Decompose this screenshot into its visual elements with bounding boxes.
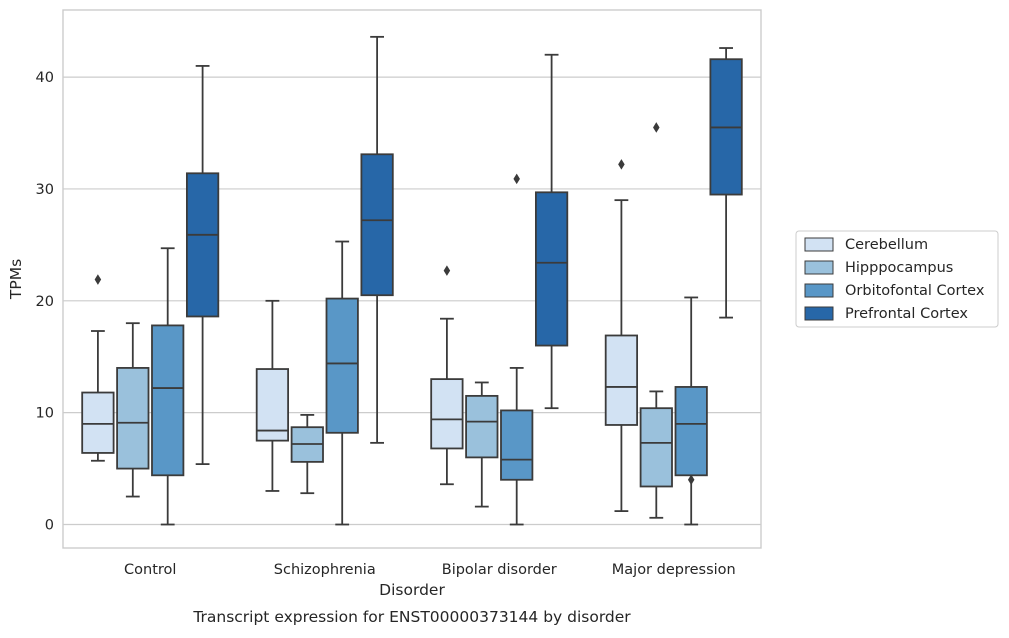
box-body [674, 386, 708, 477]
x-tick-labels: Control Schizophrenia Bipolar disorder Majo… [124, 562, 736, 578]
x-axis-label: Disorder [379, 581, 445, 599]
x-tick-label: Schizophrenia [274, 562, 376, 578]
legend: Cerebellum Hipppocampus Orbitofontal Corte… [795, 230, 999, 328]
box-cerebellum [430, 265, 464, 486]
box-body [151, 324, 185, 477]
outlier-point [618, 159, 625, 170]
x-tick-label: Control [124, 562, 176, 578]
outlier-point [443, 265, 451, 276]
y-tick-labels: 0 10 20 30 40 [36, 70, 54, 533]
legend-label: Cerebellum [845, 237, 928, 253]
box-orbitofontal-cortex [325, 240, 359, 526]
box-body [81, 391, 115, 454]
box-hipppocampus [465, 381, 499, 508]
box-hipppocampus [116, 322, 150, 498]
y-tick-label: 30 [36, 182, 54, 198]
box-body [604, 334, 639, 426]
box-orbitofontal-cortex [500, 173, 534, 526]
box-body [430, 378, 464, 450]
box-body [116, 367, 150, 470]
box-body [534, 191, 569, 347]
box-body [255, 368, 290, 442]
y-axis-label: TPMs [7, 259, 25, 300]
box-body [465, 394, 499, 459]
box-cerebellum [255, 299, 290, 492]
box-hipppocampus [290, 413, 324, 495]
box-prefrontal-cortex [534, 53, 569, 410]
y-tick-label: 10 [36, 406, 54, 422]
box-prefrontal-cortex [185, 65, 220, 466]
outlier-point [653, 122, 660, 133]
outlier-point [687, 474, 695, 486]
outlier-point [513, 173, 520, 185]
box-prefrontal-cortex [709, 47, 743, 319]
legend-label: Orbitofontal Cortex [845, 283, 985, 299]
box-orbitofontal-cortex [151, 247, 185, 526]
box-body [325, 297, 359, 434]
box-layer [81, 35, 743, 526]
y-tick-label: 20 [36, 294, 54, 310]
box-body [360, 153, 394, 297]
x-tick-label: Bipolar disorder [442, 562, 557, 578]
box-body [500, 409, 534, 481]
legend-label: Hipppocampus [845, 260, 953, 276]
chart-caption: Transcript expression for ENST0000037314… [192, 608, 631, 626]
y-tick-label: 0 [45, 518, 54, 534]
box-hipppocampus [639, 122, 673, 519]
x-tick-label: Major depression [612, 562, 736, 578]
legend-swatch [804, 306, 834, 321]
outlier-point [94, 274, 102, 285]
box-body [639, 407, 673, 488]
y-tick-label: 40 [36, 70, 54, 86]
legend-label: Prefrontal Cortex [845, 306, 968, 322]
legend-swatch [804, 237, 834, 252]
box-orbitofontal-cortex [674, 296, 708, 526]
plot-frame [62, 9, 762, 549]
box-cerebellum [81, 274, 115, 462]
legend-swatch [804, 260, 834, 275]
box-prefrontal-cortex [360, 35, 394, 444]
box-body [185, 172, 220, 318]
legend-swatch [804, 283, 834, 298]
box-cerebellum [604, 159, 639, 512]
legend-frame [795, 230, 999, 328]
